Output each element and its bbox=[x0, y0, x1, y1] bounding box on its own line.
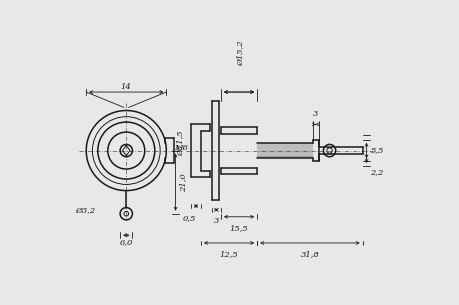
Text: 31,8: 31,8 bbox=[301, 250, 319, 258]
Text: Ø15,2: Ø15,2 bbox=[237, 40, 245, 66]
Text: 5,5: 5,5 bbox=[370, 147, 384, 155]
Text: 3: 3 bbox=[214, 217, 219, 225]
Text: 21,0: 21,0 bbox=[179, 173, 187, 192]
Text: Ø71,5: Ø71,5 bbox=[176, 130, 185, 156]
Text: 3: 3 bbox=[313, 110, 319, 118]
Text: 15,5: 15,5 bbox=[230, 224, 248, 232]
Text: 12,5: 12,5 bbox=[220, 250, 239, 258]
Text: Ø3,2: Ø3,2 bbox=[75, 206, 96, 215]
Text: 6,0: 6,0 bbox=[120, 238, 133, 246]
Text: 0,5: 0,5 bbox=[183, 214, 196, 222]
Text: M6: M6 bbox=[174, 144, 188, 152]
Text: 14: 14 bbox=[121, 83, 132, 91]
Text: 2,2: 2,2 bbox=[370, 168, 384, 176]
